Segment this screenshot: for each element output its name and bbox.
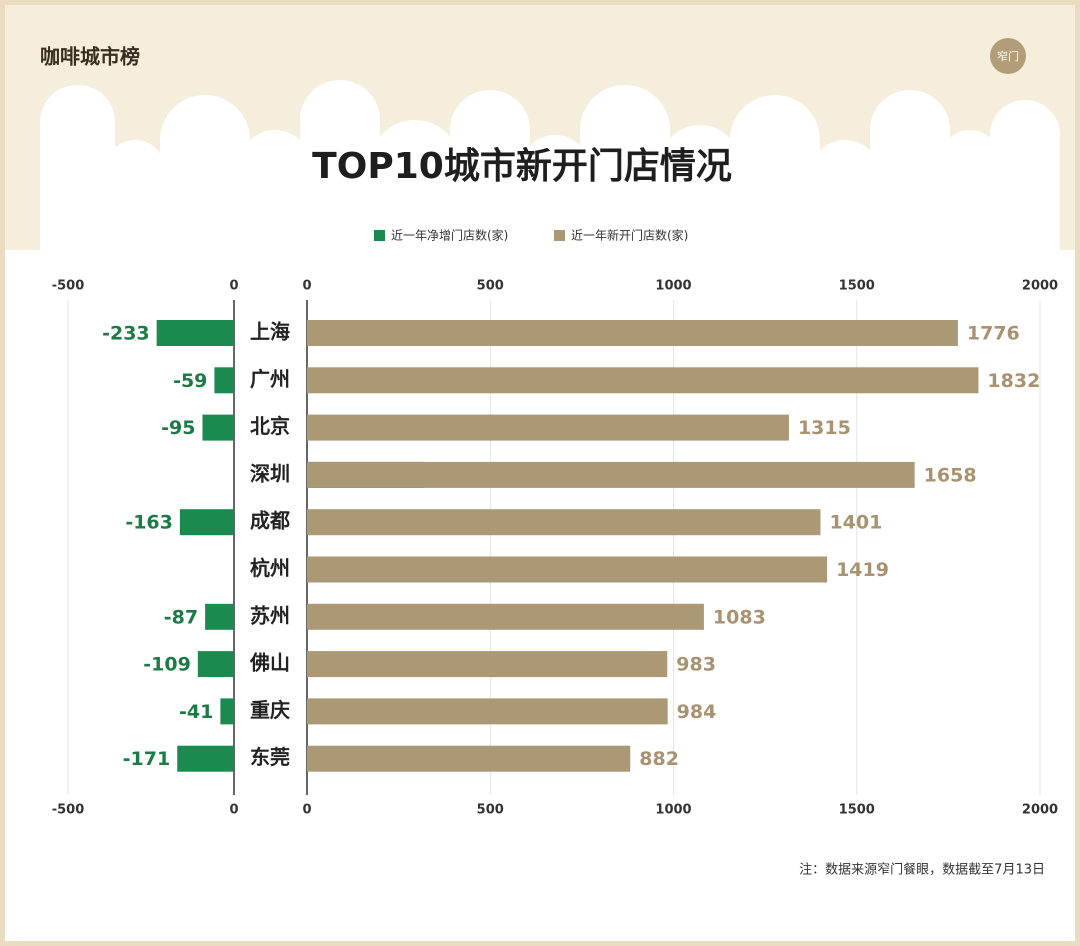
value-label: -109 — [143, 654, 191, 676]
bar — [156, 320, 234, 346]
category-label: 北京 — [250, 414, 290, 438]
bar — [307, 461, 915, 488]
value-label: -95 — [161, 417, 195, 439]
category-label: 深圳 — [250, 461, 290, 485]
bar — [179, 509, 234, 536]
x-tick-label: 500 — [477, 803, 504, 818]
bar — [202, 414, 234, 441]
category-label: 广州 — [250, 367, 290, 391]
bar — [307, 414, 789, 441]
bar — [307, 603, 704, 630]
bar — [220, 698, 234, 725]
bar — [197, 651, 234, 678]
legend-swatch — [374, 230, 385, 241]
value-label: -59 — [173, 370, 207, 392]
x-tick-label: 0 — [302, 803, 311, 818]
value-label: -171 — [123, 748, 171, 770]
brand: 咖啡城市榜 — [40, 45, 140, 69]
bar — [307, 367, 979, 394]
value-label: 1658 — [924, 464, 977, 486]
category-label: 成都 — [250, 509, 290, 533]
bar — [307, 698, 668, 725]
category-label: 东莞 — [250, 745, 290, 769]
bar — [307, 509, 821, 536]
value-label: 1832 — [987, 370, 1040, 392]
x-tick-label: 1000 — [655, 803, 691, 818]
x-tick-label: -500 — [52, 803, 85, 818]
x-tick-label: 500 — [477, 279, 504, 294]
note: 注：数据来源窄门餐眼，数据截至7月13日 — [799, 862, 1045, 878]
bar — [307, 745, 631, 772]
value-label: -41 — [179, 701, 213, 723]
value-label: -163 — [125, 512, 173, 534]
value-label: 1419 — [836, 559, 889, 581]
logo: 窄门 — [997, 49, 1019, 63]
x-tick-label: 1500 — [839, 279, 875, 294]
value-label: 1315 — [798, 417, 851, 439]
value-label: 984 — [677, 701, 717, 723]
value-label: -87 — [164, 606, 198, 628]
category-label: 上海 — [250, 320, 290, 344]
chart-title: TOP10城市新开门店情况 — [312, 146, 732, 187]
value-label: 1083 — [713, 606, 766, 628]
x-tick-label: 0 — [229, 279, 238, 294]
drip-shape — [5, 80, 1075, 941]
x-tick-label: -500 — [52, 279, 85, 294]
legend-swatch — [554, 230, 565, 241]
x-tick-label: 2000 — [1022, 279, 1058, 294]
logo-badge — [990, 38, 1026, 74]
category-label: 苏州 — [250, 603, 290, 627]
bar — [307, 651, 668, 678]
category-label: 佛山 — [249, 651, 290, 675]
value-label: 983 — [676, 654, 716, 676]
bar — [307, 556, 828, 583]
value-label: 1776 — [967, 323, 1020, 345]
bar — [177, 745, 234, 772]
category-label: 重庆 — [250, 698, 290, 722]
bar — [307, 320, 958, 346]
legend-label: 近一年新开门店数(家) — [571, 228, 688, 243]
value-label: 882 — [639, 748, 679, 770]
bar — [214, 367, 234, 394]
x-tick-label: 2000 — [1022, 803, 1058, 818]
x-tick-label: 0 — [229, 803, 238, 818]
category-label: 杭州 — [250, 556, 290, 580]
x-tick-label: 0 — [302, 279, 311, 294]
value-label: -233 — [102, 323, 150, 345]
value-label: 1401 — [829, 512, 882, 534]
x-tick-label: 1500 — [839, 803, 875, 818]
legend-label: 近一年净增门店数(家) — [391, 228, 508, 243]
bar — [205, 603, 234, 630]
x-tick-label: 1000 — [655, 279, 691, 294]
